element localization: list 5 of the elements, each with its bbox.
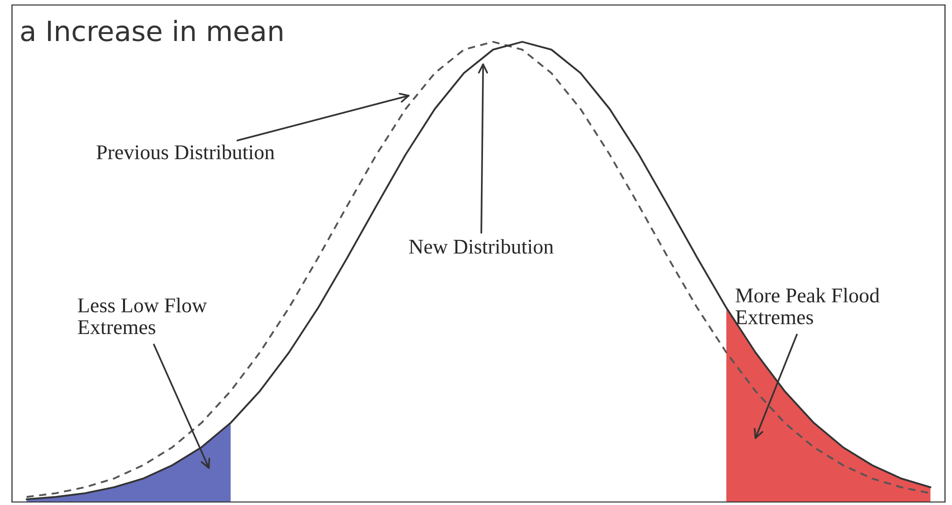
- annotation: New Distribution: [409, 239, 554, 254]
- annotation: Previous Distribution: [96, 144, 274, 160]
- annotation: More Peak Flood Extremes: [736, 288, 880, 324]
- chart-title: a Increase in mean: [21, 20, 282, 42]
- annotation: Less Low Flow Extremes: [78, 298, 207, 334]
